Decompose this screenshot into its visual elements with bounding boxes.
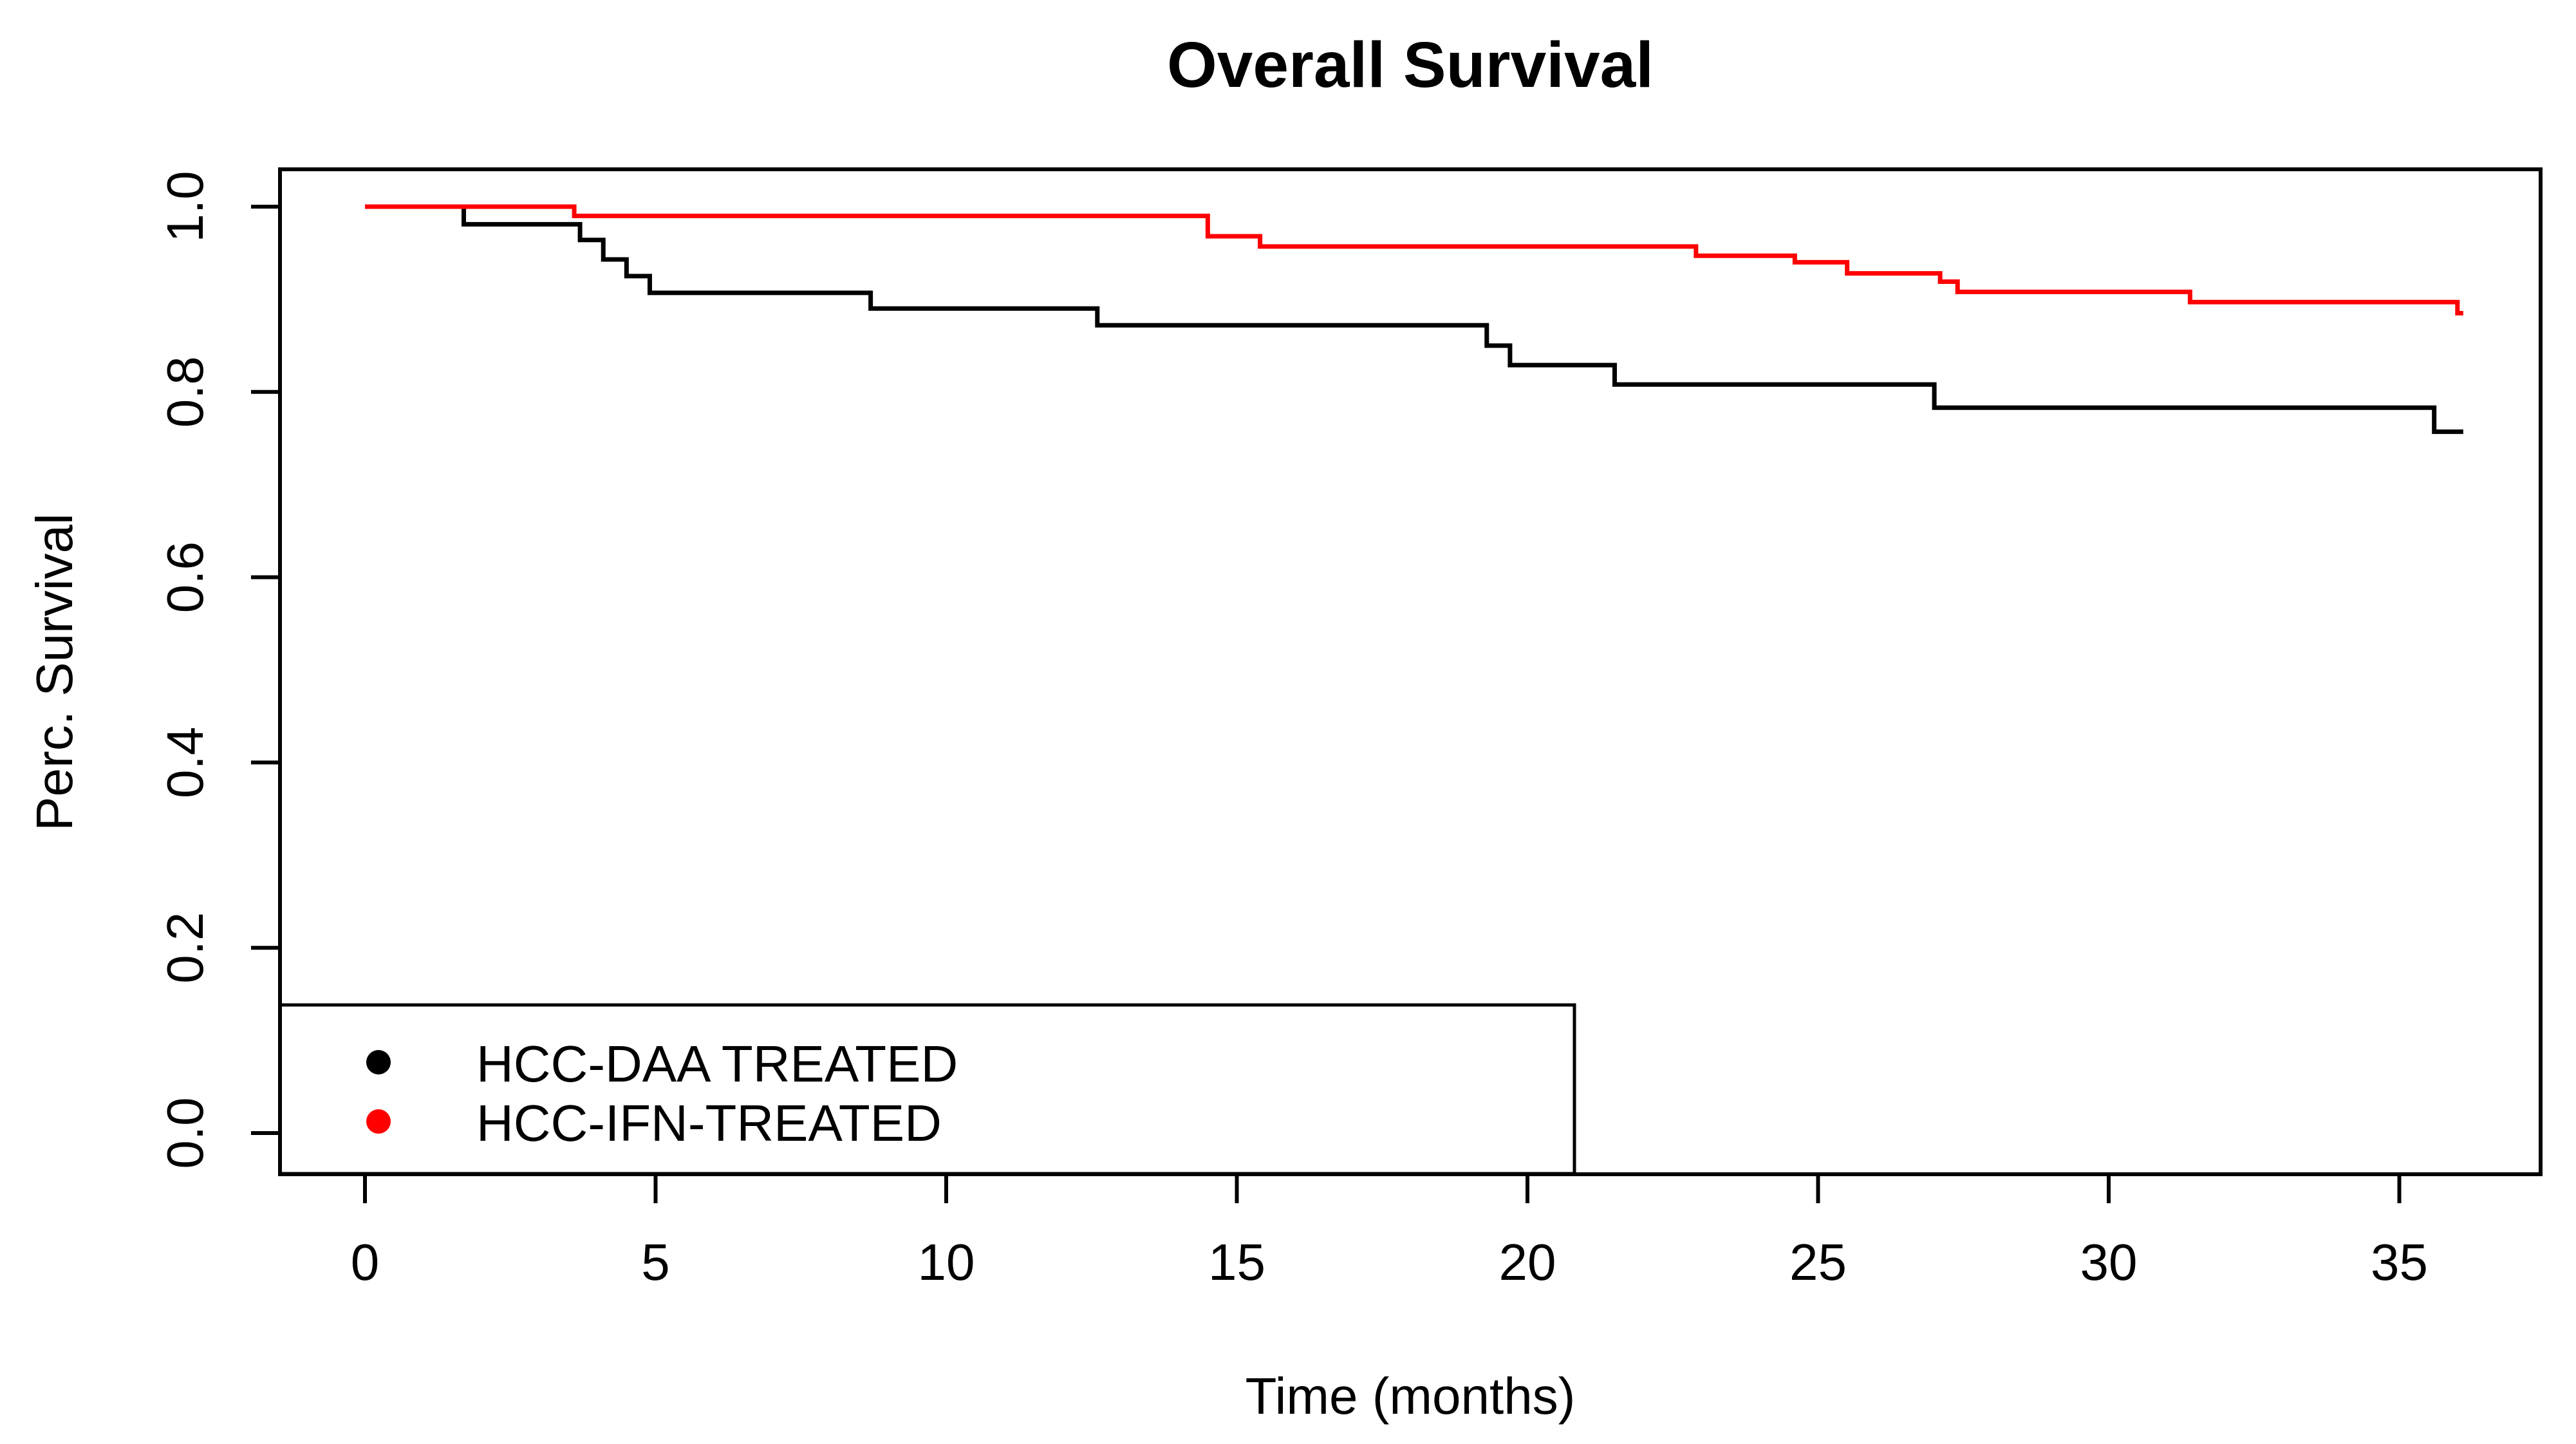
y-tick-label: 1.0 — [156, 171, 214, 242]
y-tick-label: 0.4 — [156, 727, 214, 798]
x-tick-label: 20 — [1499, 1233, 1556, 1291]
survival-curve — [365, 204, 2463, 435]
axis-ticks: 0 5 10 15 20 25 30 35 0.0 0.2 0.4 0.6 0.8 1.0 — [156, 171, 2428, 1291]
y-tick-label: 0.6 — [156, 541, 214, 613]
chart-title: Overall Survival — [1167, 29, 1654, 101]
x-tick-label: 0 — [351, 1233, 380, 1291]
survival-curve — [365, 204, 2463, 315]
x-tick-label: 15 — [1208, 1233, 1265, 1291]
legend-label-ifn: HCC-IFN-TREATED — [476, 1094, 942, 1152]
survival-curves — [365, 204, 2463, 435]
y-tick-label: 0.2 — [156, 912, 214, 984]
legend-marker-daa — [366, 1050, 391, 1074]
y-tick-label: 0.8 — [156, 356, 214, 427]
legend-marker-ifn — [366, 1109, 391, 1134]
x-tick-label: 30 — [2080, 1233, 2138, 1291]
x-tick-label: 5 — [641, 1233, 670, 1291]
y-tick-label: 0.0 — [156, 1097, 214, 1168]
x-tick-label: 25 — [1789, 1233, 1847, 1291]
plot-frame — [278, 167, 2543, 1176]
y-axis-title: Perc. Survival — [26, 513, 83, 830]
legend-label-daa: HCC-DAA TREATED — [476, 1035, 958, 1092]
x-axis-title: Time (months) — [1246, 1367, 1576, 1425]
legend: HCC-DAA TREATED HCC-IFN-TREATED — [278, 1003, 1576, 1176]
x-tick-label: 10 — [918, 1233, 975, 1291]
legend-box — [278, 1003, 1576, 1176]
x-tick-label: 35 — [2371, 1233, 2428, 1291]
